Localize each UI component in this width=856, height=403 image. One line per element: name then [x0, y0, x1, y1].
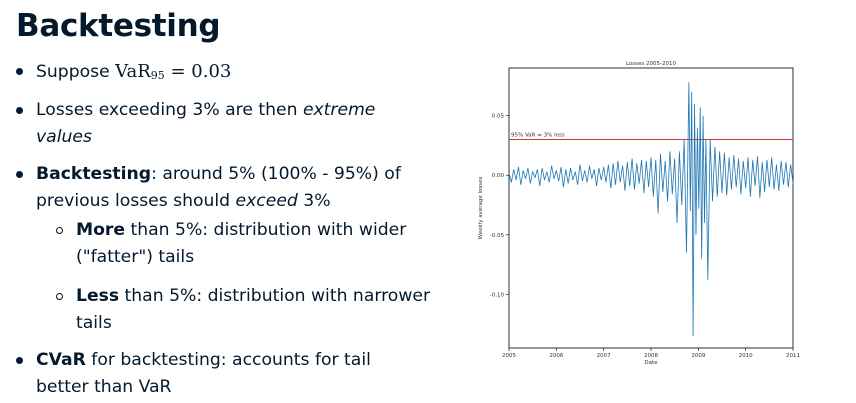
bullet-dot-icon	[16, 107, 23, 114]
subbullet-more: More than 5%: distribution with wider ("…	[56, 217, 456, 271]
x-axis: 2005 2006 2007 2008 2009 2010 2011	[502, 348, 800, 359]
bullet-text: than 5%: distribution with narrower	[119, 286, 431, 306]
var-threshold-label: 95% VaR = 3% loss	[511, 132, 565, 138]
bullet-text: than 5%: distribution with wider	[125, 220, 407, 240]
plot-frame	[508, 67, 794, 349]
bold-term: Backtesting	[36, 164, 152, 184]
chart-title: Losses 2005-2010	[626, 61, 677, 67]
losses-chart: Losses 2005-2010 0.05 0.00 -0.05 -0.10 2005…	[470, 58, 810, 368]
bullet-dot-icon	[16, 171, 23, 178]
bullet-text: 3%	[297, 191, 331, 211]
x-tick-label: 2011	[786, 353, 800, 359]
losses-chart-svg: Losses 2005-2010 0.05 0.00 -0.05 -0.10 2005…	[478, 61, 800, 366]
bullet-var-definition: Suppose VaR95 = 0.03	[16, 58, 456, 89]
var-math-expression: VaR95 = 0.03	[115, 61, 232, 82]
x-tick-label: 2006	[549, 353, 563, 359]
loss-series-line	[508, 82, 794, 337]
bullet-text: Suppose	[36, 62, 116, 82]
bold-term: Less	[76, 286, 120, 306]
y-tick-label: -0.10	[490, 292, 505, 298]
bold-term: CVaR	[36, 350, 86, 370]
bullet-extreme-values: Losses exceeding 3% are then extreme val…	[16, 97, 456, 151]
bullet-cvar: CVaR for backtesting: accounts for tail …	[16, 347, 456, 401]
subbullet-circle-icon	[56, 227, 63, 234]
y-axis: 0.05 0.00 -0.05 -0.10	[490, 114, 509, 298]
bold-term: More	[76, 220, 126, 240]
bullet-text: better than VaR	[36, 377, 172, 397]
x-axis-label: Date	[644, 360, 658, 366]
x-tick-label: 2005	[502, 353, 516, 359]
x-tick-label: 2008	[644, 353, 658, 359]
y-tick-label: -0.05	[490, 233, 505, 239]
bullet-dot-icon	[16, 357, 23, 364]
x-tick-label: 2009	[691, 353, 705, 359]
bullet-text: previous losses should	[36, 191, 236, 211]
bullet-dot-icon	[16, 68, 23, 75]
bullet-text: tails	[76, 313, 112, 333]
x-tick-label: 2007	[597, 353, 611, 359]
bullet-text: ("fatter") tails	[76, 247, 195, 267]
bullet-text: : around 5% (100% - 95%) of	[151, 164, 401, 184]
slide-title: Backtesting	[16, 8, 221, 44]
x-tick-label: 2010	[739, 353, 753, 359]
subbullet-circle-icon	[56, 293, 63, 300]
y-tick-label: 0.00	[492, 173, 505, 179]
emphasis-text: values	[36, 127, 92, 147]
emphasis-text: exceed	[235, 191, 298, 211]
subbullet-less: Less than 5%: distribution with narrower…	[56, 283, 456, 337]
y-axis-label: Weekly average losses	[478, 177, 484, 240]
bullet-backtesting: Backtesting: around 5% (100% - 95%) of p…	[16, 161, 456, 215]
emphasis-text: extreme	[302, 100, 376, 120]
bullet-text: Losses exceeding 3% are then	[36, 100, 303, 120]
y-tick-label: 0.05	[492, 114, 505, 120]
bullet-text: for backtesting: accounts for tail	[85, 350, 371, 370]
